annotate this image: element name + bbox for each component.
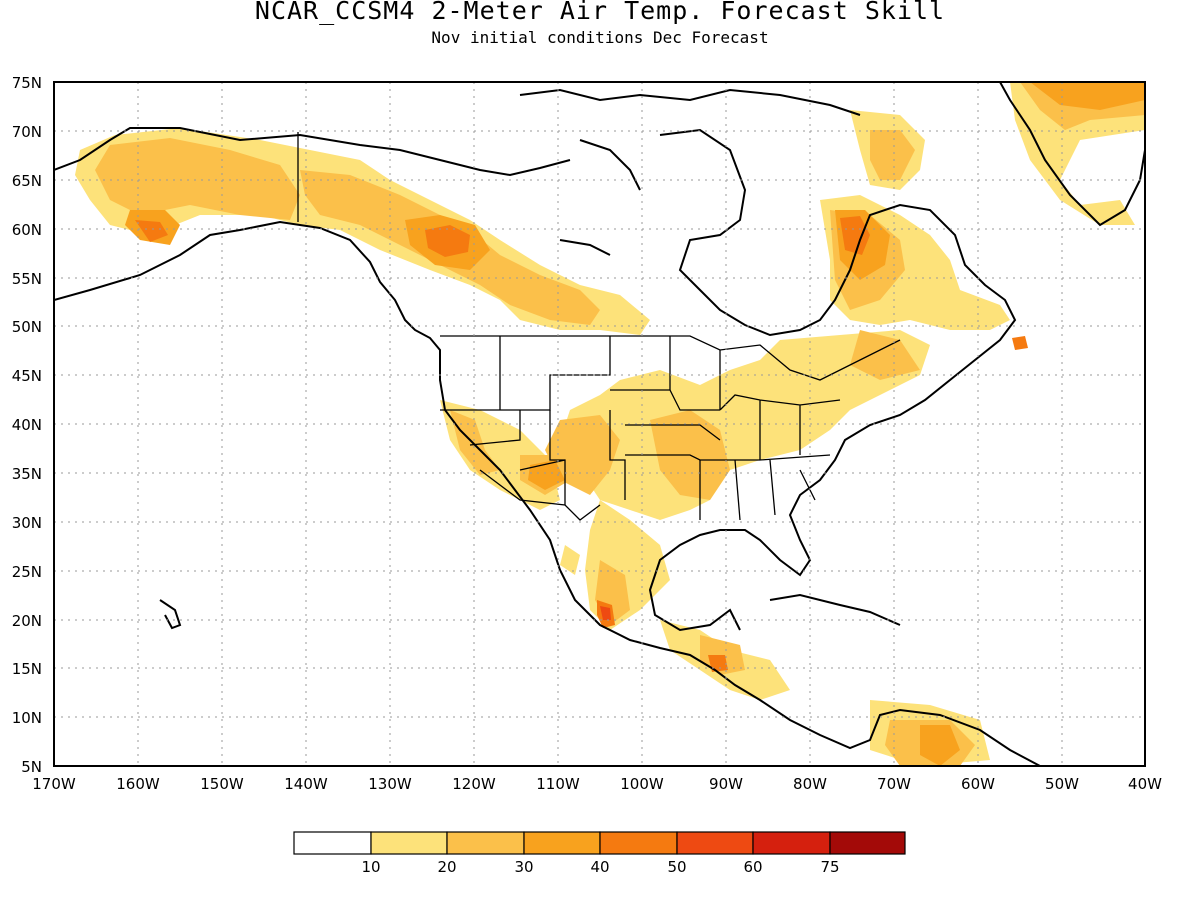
colorbar-swatch: [370, 831, 448, 855]
lon-label: 110W: [536, 775, 580, 793]
lat-label: 5N: [21, 758, 42, 776]
lon-axis-labels: 170W 160W 150W 140W 130W 120W 110W 100W …: [32, 775, 1162, 793]
lon-label: 50W: [1045, 775, 1079, 793]
colorbar-label: 10: [361, 858, 380, 876]
lat-label: 45N: [12, 367, 42, 385]
map-title: NCAR_CCSM4 2-Meter Air Temp. Forecast Sk…: [254, 0, 946, 25]
map-frame: [53, 81, 1146, 767]
border-layer: [297, 132, 901, 521]
lon-label: 60W: [961, 775, 995, 793]
colorbar-swatch: [752, 831, 831, 855]
colorbar-labels: 10 20 30 40 50 60 75: [361, 858, 839, 876]
lat-label: 70N: [12, 123, 42, 141]
colorbar-swatch: [293, 831, 372, 855]
lon-label: 80W: [793, 775, 827, 793]
lat-label: 20N: [12, 612, 42, 630]
colorbar-swatch: [829, 831, 906, 855]
lon-label: 120W: [452, 775, 496, 793]
colorbar-swatch: [446, 831, 525, 855]
lon-label: 130W: [368, 775, 412, 793]
lon-label: 170W: [32, 775, 76, 793]
colorbar-label: 40: [590, 858, 609, 876]
lat-label: 55N: [12, 270, 42, 288]
skill-50-60-areas: [600, 606, 611, 620]
colorbar: [293, 831, 906, 855]
colorbar-label: 20: [437, 858, 456, 876]
lon-label: 160W: [116, 775, 160, 793]
lon-label: 70W: [877, 775, 911, 793]
colorbar-label: 60: [743, 858, 762, 876]
lat-label: 50N: [12, 318, 42, 336]
map-subtitle: Nov initial conditions Dec Forecast: [431, 28, 769, 47]
lat-label: 65N: [12, 172, 42, 190]
lon-label: 40W: [1128, 775, 1162, 793]
lat-label: 15N: [12, 660, 42, 678]
colorbar-swatch: [523, 831, 601, 855]
lat-label: 25N: [12, 563, 42, 581]
colorbar-label: 30: [514, 858, 533, 876]
colorbar-swatch: [599, 831, 678, 855]
graticule: [54, 82, 1145, 766]
colorbar-label: 50: [667, 858, 686, 876]
lat-label: 10N: [12, 709, 42, 727]
colorbar-swatch: [676, 831, 754, 855]
lat-label: 60N: [12, 221, 42, 239]
lat-label: 30N: [12, 514, 42, 532]
lon-label: 150W: [200, 775, 244, 793]
lat-label: 35N: [12, 465, 42, 483]
lon-label: 140W: [284, 775, 328, 793]
coastline-layer: [54, 82, 1145, 766]
lat-axis-labels: 75N 70N 65N 60N 55N 50N 45N 40N 35N 30N …: [12, 74, 42, 776]
lon-label: 100W: [620, 775, 664, 793]
lon-label: 90W: [709, 775, 743, 793]
lat-label: 75N: [12, 74, 42, 92]
colorbar-label: 75: [820, 858, 839, 876]
lat-label: 40N: [12, 416, 42, 434]
